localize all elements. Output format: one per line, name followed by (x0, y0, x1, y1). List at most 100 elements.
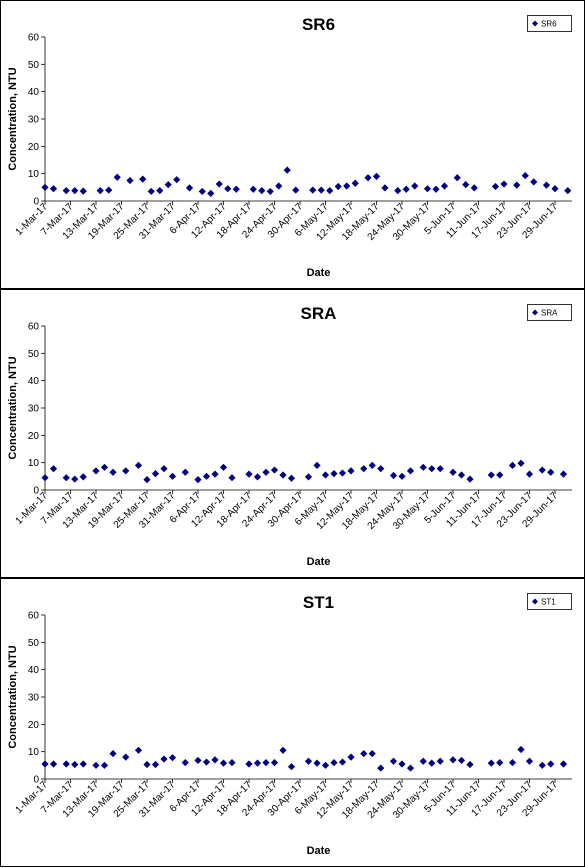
data-point (270, 759, 279, 767)
data-point (258, 187, 266, 195)
data-point (313, 461, 321, 469)
data-point (304, 757, 313, 765)
data-point (168, 754, 177, 762)
data-point (496, 471, 504, 479)
data-point (330, 470, 338, 478)
y-tick-label: 60 (28, 611, 40, 622)
data-point (466, 475, 474, 483)
data-point (283, 166, 291, 174)
data-point (122, 467, 130, 475)
data-point (411, 182, 419, 190)
data-point (245, 760, 253, 768)
data-point (525, 757, 534, 765)
data-point (500, 180, 508, 188)
data-point (92, 761, 100, 769)
data-point (147, 187, 155, 196)
y-tick-label: 30 (28, 404, 40, 415)
data-point (41, 474, 49, 482)
y-tick-label: 60 (28, 33, 40, 44)
data-point (287, 763, 296, 771)
data-point (279, 746, 287, 754)
data-point (351, 179, 359, 187)
data-point (198, 187, 206, 196)
data-point (181, 759, 189, 767)
data-point (262, 468, 270, 476)
data-point (368, 461, 376, 469)
data-point (96, 187, 104, 195)
data-point (202, 472, 211, 480)
chart-border (0, 578, 585, 867)
chart-title: SR6 (302, 15, 335, 34)
data-point (249, 185, 257, 193)
data-point (338, 758, 347, 766)
data-point (517, 745, 525, 754)
data-point (559, 470, 568, 478)
data-point (304, 473, 313, 481)
data-point (347, 467, 355, 475)
data-point (151, 470, 160, 478)
y-axis-title: Concentration, NTU (7, 356, 19, 459)
data-point (496, 759, 504, 767)
y-tick-label: 0 (33, 775, 39, 786)
data-point (457, 756, 466, 765)
legend-box (527, 15, 572, 32)
data-point (79, 473, 87, 481)
y-tick-label: 40 (28, 665, 40, 676)
data-point (449, 468, 457, 476)
data-point (389, 757, 398, 765)
data-point (275, 182, 283, 190)
data-point (143, 476, 151, 484)
data-point (347, 753, 355, 761)
data-point (71, 760, 79, 769)
data-point (428, 465, 436, 473)
data-point (440, 182, 449, 190)
data-point (232, 185, 240, 193)
data-point (338, 469, 347, 477)
data-point (185, 184, 194, 192)
legend-box (527, 304, 572, 321)
data-point (423, 185, 432, 193)
legend: ST1 (527, 593, 572, 610)
data-point (309, 186, 317, 194)
data-point (211, 756, 219, 764)
data-point (538, 761, 546, 769)
data-point (228, 759, 236, 767)
x-axis-title: Date (307, 845, 331, 857)
data-point (109, 749, 117, 758)
data-point (62, 187, 70, 195)
y-tick-label: 40 (28, 376, 40, 387)
data-point (253, 759, 262, 767)
data-point (287, 474, 296, 482)
x-axis-title: Date (307, 267, 331, 279)
data-point (525, 470, 534, 478)
data-point (406, 467, 415, 475)
data-point (160, 465, 168, 473)
data-point (126, 176, 134, 185)
y-tick-label: 20 (28, 431, 40, 442)
data-point (266, 187, 274, 196)
data-point (100, 761, 109, 769)
y-tick-label: 40 (28, 87, 40, 98)
y-axis-title: Concentration, NTU (7, 67, 19, 170)
data-point (321, 471, 330, 479)
data-point (49, 760, 58, 768)
y-tick-label: 60 (28, 322, 40, 333)
data-point (389, 471, 398, 480)
y-tick-label: 10 (28, 747, 40, 758)
y-tick-label: 20 (28, 720, 40, 731)
data-point (377, 465, 385, 473)
data-point (453, 174, 461, 182)
data-point (547, 760, 555, 768)
data-point (122, 753, 130, 761)
y-tick-label: 30 (28, 115, 40, 126)
data-point (360, 749, 368, 758)
data-point (134, 746, 143, 754)
data-point (207, 189, 215, 197)
data-point (156, 187, 164, 195)
data-point (419, 757, 427, 765)
x-axis-title: Date (307, 556, 331, 568)
series-st1 (41, 745, 568, 772)
data-point (547, 468, 555, 476)
